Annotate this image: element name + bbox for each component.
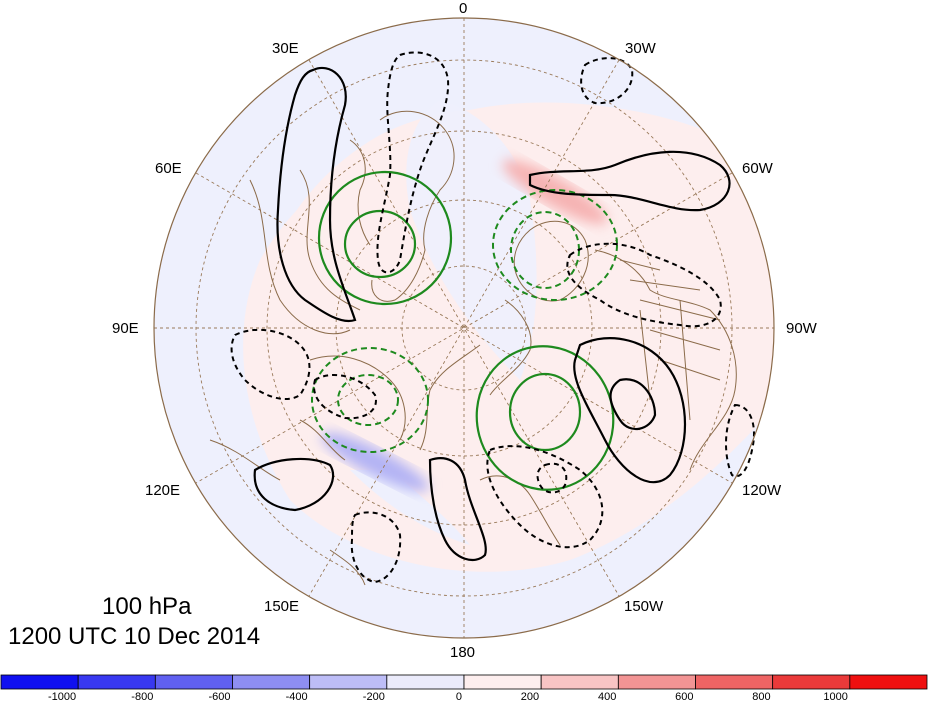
colorbar-tick-label: 0: [456, 691, 462, 702]
colorbar-box: [232, 674, 311, 690]
colorbar-box: [309, 674, 388, 690]
colorbar-tick-label: -1000: [48, 691, 76, 702]
lon-label-120e: 120E: [145, 482, 181, 499]
lon-label-120w: 120W: [742, 482, 782, 499]
colorbar-box: [386, 674, 465, 690]
coastlines: [209, 110, 737, 586]
colorbar-tick-label: 1000: [823, 691, 847, 702]
colorbar-tick-label: -200: [363, 691, 385, 702]
colorbar-tick-label: 600: [675, 691, 693, 702]
colorbar-tick-label: 800: [752, 691, 770, 702]
colorbar-tick-label: -600: [208, 691, 230, 702]
colorbar-box: [463, 674, 542, 690]
colorbar-box: [154, 674, 233, 690]
colorbar-tick-labels: -1000 -800 -600 -400 -200 0 200 400 600 800 1000: [48, 691, 848, 702]
colorbar-tick-label: -800: [131, 691, 153, 702]
lon-label-150e: 150E: [264, 598, 300, 615]
colorbar-boxes: [0, 674, 928, 690]
colorbar-box: [77, 674, 156, 690]
colorbar-tick-label: -400: [286, 691, 308, 702]
lon-label-0: 0: [459, 0, 468, 17]
graticule: [154, 18, 774, 638]
pressure-level-label: 100 hPa: [102, 593, 192, 620]
negative-contours: [230, 51, 755, 584]
colorbar-box: [617, 674, 696, 690]
lon-label-90e: 90E: [112, 320, 139, 337]
colorbar-tick-label: 400: [598, 691, 616, 702]
lon-label-150w: 150W: [624, 598, 664, 615]
lon-label-90w: 90W: [786, 320, 817, 337]
lon-label-60w: 60W: [742, 160, 773, 177]
colorbar-tick-label: 200: [521, 691, 539, 702]
colorbar-box: [772, 674, 851, 690]
map-boundary: [153, 17, 775, 639]
colorbar-box: [849, 674, 928, 690]
positive-contours: [253, 66, 731, 562]
valid-time-label: 1200 UTC 10 Dec 2014: [8, 623, 261, 650]
lon-label-180: 180: [450, 644, 476, 661]
lon-label-30w: 30W: [625, 40, 656, 57]
colorbar: -1000 -800 -600 -400 -200 0 200 400 600 800 1000: [0, 674, 928, 702]
lon-label-30e: 30E: [272, 40, 299, 57]
colorbar-box: [695, 674, 774, 690]
colorbar-box: [540, 674, 619, 690]
lon-label-60e: 60E: [155, 160, 182, 177]
colorbar-box: [0, 674, 79, 690]
